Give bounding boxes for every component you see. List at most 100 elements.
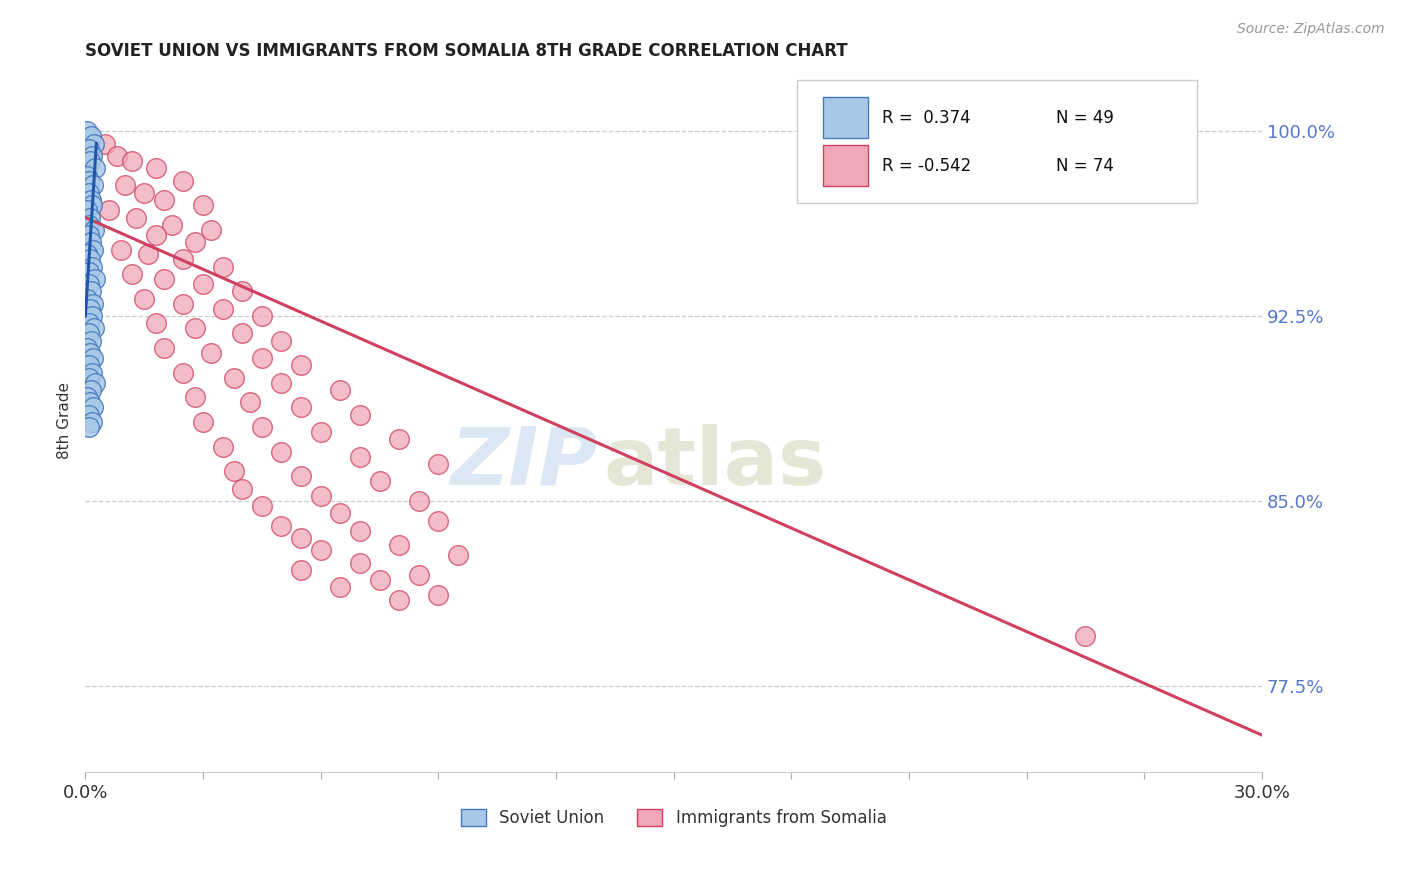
Point <box>172 252 194 267</box>
Point <box>84 272 107 286</box>
Point <box>290 401 312 415</box>
Point <box>427 514 450 528</box>
Point <box>231 285 253 299</box>
Point <box>82 366 104 380</box>
Point <box>270 376 292 390</box>
Point <box>82 149 104 163</box>
Point <box>349 524 371 538</box>
Point <box>134 186 156 200</box>
Point <box>211 301 233 316</box>
Point <box>136 247 159 261</box>
Y-axis label: 8th Grade: 8th Grade <box>58 383 72 459</box>
Point <box>408 494 430 508</box>
Point <box>290 359 312 373</box>
Point <box>309 425 332 439</box>
Point <box>84 376 107 390</box>
Point <box>145 161 167 176</box>
FancyBboxPatch shape <box>823 145 868 186</box>
FancyBboxPatch shape <box>797 80 1197 203</box>
Point <box>79 218 101 232</box>
Point <box>82 260 104 274</box>
Text: N = 49: N = 49 <box>1056 109 1114 127</box>
FancyBboxPatch shape <box>823 97 868 138</box>
Point <box>191 415 214 429</box>
Point <box>153 341 176 355</box>
Point <box>153 194 176 208</box>
Point <box>1074 630 1097 644</box>
Point <box>76 124 98 138</box>
Point <box>79 252 101 267</box>
Point <box>388 592 411 607</box>
Point <box>388 538 411 552</box>
Point <box>172 297 194 311</box>
Point <box>82 198 104 212</box>
Point <box>309 489 332 503</box>
Point <box>191 198 214 212</box>
Text: R = -0.542: R = -0.542 <box>882 157 972 175</box>
Point <box>79 277 101 291</box>
Point <box>368 474 391 488</box>
Point <box>83 223 105 237</box>
Point <box>200 346 222 360</box>
Point <box>408 567 430 582</box>
Point <box>83 136 105 151</box>
Point <box>77 186 100 200</box>
Point <box>82 351 104 365</box>
Point <box>80 235 103 249</box>
Point <box>349 556 371 570</box>
Point <box>172 366 194 380</box>
Point <box>427 588 450 602</box>
Point <box>77 317 100 331</box>
Point <box>79 326 101 341</box>
Point <box>134 292 156 306</box>
Point <box>231 482 253 496</box>
Point <box>83 321 105 335</box>
Point <box>79 153 101 168</box>
Point <box>82 297 104 311</box>
Text: N = 74: N = 74 <box>1056 157 1114 175</box>
Point <box>79 173 101 187</box>
Point <box>76 169 98 183</box>
Point <box>290 563 312 577</box>
Point <box>184 321 207 335</box>
Legend: Soviet Union, Immigrants from Somalia: Soviet Union, Immigrants from Somalia <box>454 803 893 834</box>
Point <box>250 420 273 434</box>
Point <box>76 292 98 306</box>
Point <box>105 149 128 163</box>
Point <box>224 370 246 384</box>
Point <box>231 326 253 341</box>
Point <box>349 408 371 422</box>
Point <box>329 383 352 397</box>
Point <box>250 309 273 323</box>
Point <box>447 548 470 562</box>
Point <box>211 440 233 454</box>
Point <box>79 346 101 360</box>
Point <box>250 351 273 365</box>
Point <box>80 285 103 299</box>
Point <box>114 178 136 193</box>
Text: ZIP: ZIP <box>450 424 598 502</box>
Point <box>94 136 117 151</box>
Point <box>82 415 104 429</box>
Point <box>76 341 98 355</box>
Point <box>349 450 371 464</box>
Point <box>329 506 352 520</box>
Point <box>329 580 352 594</box>
Point <box>200 223 222 237</box>
Point <box>79 211 101 225</box>
Point <box>153 272 176 286</box>
Point <box>172 173 194 187</box>
Point <box>79 395 101 409</box>
Point <box>77 265 100 279</box>
Point <box>79 420 101 434</box>
Point <box>270 334 292 348</box>
Point <box>79 301 101 316</box>
Point <box>250 499 273 513</box>
Text: atlas: atlas <box>603 424 827 502</box>
Point <box>80 334 103 348</box>
Point <box>309 543 332 558</box>
Point <box>160 218 183 232</box>
Point <box>211 260 233 274</box>
Point <box>125 211 148 225</box>
Point <box>77 227 100 242</box>
